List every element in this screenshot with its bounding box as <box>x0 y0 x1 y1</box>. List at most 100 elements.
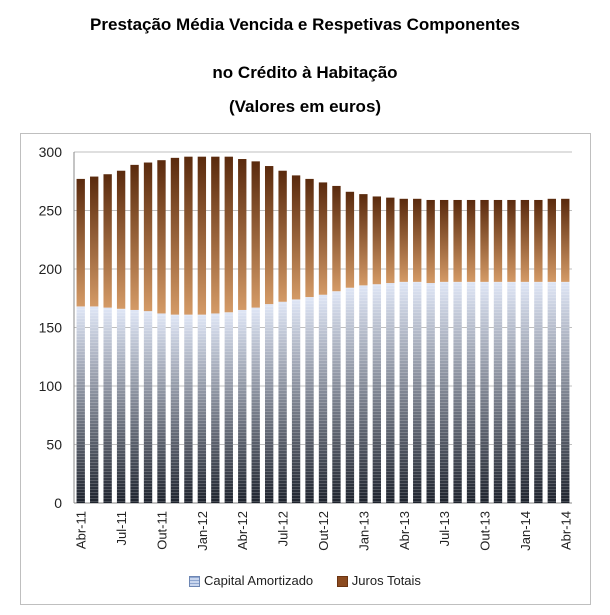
x-tick-label: Abr-12 <box>235 511 250 550</box>
bar-juros <box>426 199 435 284</box>
bar-capital-texture <box>493 281 503 503</box>
bar-juros <box>318 182 328 295</box>
bar-capital-texture <box>184 314 193 503</box>
y-tick-label: 200 <box>39 261 63 277</box>
bar-juros <box>466 199 476 282</box>
bar-juros <box>264 166 274 305</box>
x-tick-label: Jan-14 <box>518 511 533 551</box>
bar-capital-texture <box>170 314 180 503</box>
legend-item-juros: Juros Totais <box>336 573 421 588</box>
x-tick-label: Out-12 <box>316 511 331 551</box>
bar-juros <box>224 156 233 313</box>
bar-capital-texture <box>507 281 516 503</box>
chart-legend: Capital Amortizado Juros Totais <box>0 573 610 588</box>
x-tick-label: Jan-13 <box>356 511 371 551</box>
bar-juros <box>520 199 530 282</box>
bar-capital-texture <box>157 313 166 503</box>
bar-juros <box>211 156 220 314</box>
bar-capital-texture <box>278 301 287 503</box>
bar-juros <box>399 198 408 282</box>
bar-juros <box>534 199 543 282</box>
bar-capital-texture <box>520 281 530 503</box>
bar-juros <box>372 196 382 285</box>
bar-capital-texture <box>130 309 139 503</box>
bar-capital-texture <box>345 287 355 503</box>
bar-juros <box>90 176 99 307</box>
bar-capital-texture <box>413 281 422 503</box>
bar-capital-texture <box>76 306 85 503</box>
x-tick-label: Jan-12 <box>195 511 210 551</box>
bar-juros <box>305 178 314 298</box>
y-tick-label: 50 <box>46 437 62 453</box>
bar-capital-texture <box>224 312 233 503</box>
bar-capital-texture <box>547 281 556 503</box>
legend-label-juros: Juros Totais <box>351 573 421 588</box>
bar-capital-texture <box>534 281 543 503</box>
bar-juros <box>547 198 556 282</box>
x-tick-label: Abr-11 <box>74 511 89 549</box>
legend-swatch-juros <box>336 576 348 588</box>
bar-capital-texture <box>264 304 274 503</box>
bar-capital-texture <box>399 281 408 503</box>
bar-capital-texture <box>466 281 476 503</box>
bar-juros <box>116 170 126 309</box>
bar-juros <box>238 159 247 310</box>
bar-juros <box>453 199 462 282</box>
bar-capital-texture <box>197 314 207 503</box>
bar-juros <box>332 185 341 292</box>
bar-capital-texture <box>561 281 570 503</box>
x-tick-label: Jul-12 <box>276 511 291 546</box>
bar-juros <box>345 191 355 288</box>
bar-capital-texture <box>318 294 328 503</box>
bar-juros <box>184 156 193 315</box>
x-tick-label: Out-13 <box>478 511 493 551</box>
bar-capital-texture <box>103 307 112 503</box>
bar-capital-texture <box>480 281 489 503</box>
bar-capital-texture <box>386 283 395 503</box>
x-tick-label: Abr-14 <box>558 511 573 550</box>
y-tick-label: 150 <box>39 320 63 336</box>
y-tick-label: 0 <box>54 495 62 511</box>
bar-juros <box>439 199 449 282</box>
bar-juros <box>76 178 85 307</box>
bar-capital-texture <box>453 281 462 503</box>
bar-juros <box>480 199 489 282</box>
bar-capital-texture <box>238 309 247 503</box>
x-tick-label: Out-11 <box>154 511 169 550</box>
bar-juros <box>251 161 260 308</box>
bar-juros <box>197 156 207 315</box>
bar-capital-texture <box>426 283 435 503</box>
x-tick-label: Jul-13 <box>437 511 452 546</box>
bar-juros <box>561 198 570 282</box>
bar-capital-texture <box>439 281 449 503</box>
bar-capital-texture <box>332 291 341 503</box>
bar-juros <box>359 194 368 286</box>
y-tick-label: 100 <box>39 378 63 394</box>
bar-juros <box>291 175 301 300</box>
x-tick-label: Abr-13 <box>397 511 412 550</box>
y-tick-label: 300 <box>39 144 63 160</box>
bar-juros <box>130 164 139 310</box>
bar-juros <box>507 199 516 282</box>
bar-juros <box>413 198 422 282</box>
chart-title-line-3: (Valores em euros) <box>228 97 382 116</box>
bar-juros <box>278 170 287 302</box>
bar-capital-texture <box>291 299 301 503</box>
bar-juros <box>386 197 395 284</box>
bar-juros <box>103 174 112 308</box>
bar-juros <box>143 162 153 312</box>
chart-title-line-1: Prestação Média Vencida e Respetivas Com… <box>90 15 520 34</box>
chart-title-line-2: no Crédito à Habitação <box>212 63 398 82</box>
bar-capital-texture <box>211 313 220 503</box>
bar-capital-texture <box>305 297 314 503</box>
bar-juros <box>493 199 503 282</box>
bar-capital-texture <box>116 308 126 503</box>
bar-juros <box>170 157 180 315</box>
legend-label-capital: Capital Amortizado <box>204 573 314 588</box>
bar-capital-texture <box>372 284 382 503</box>
bar-juros <box>157 160 166 314</box>
bar-capital-texture <box>359 285 368 503</box>
x-tick-label: Jul-11 <box>114 511 129 545</box>
bar-capital-texture <box>143 311 153 503</box>
